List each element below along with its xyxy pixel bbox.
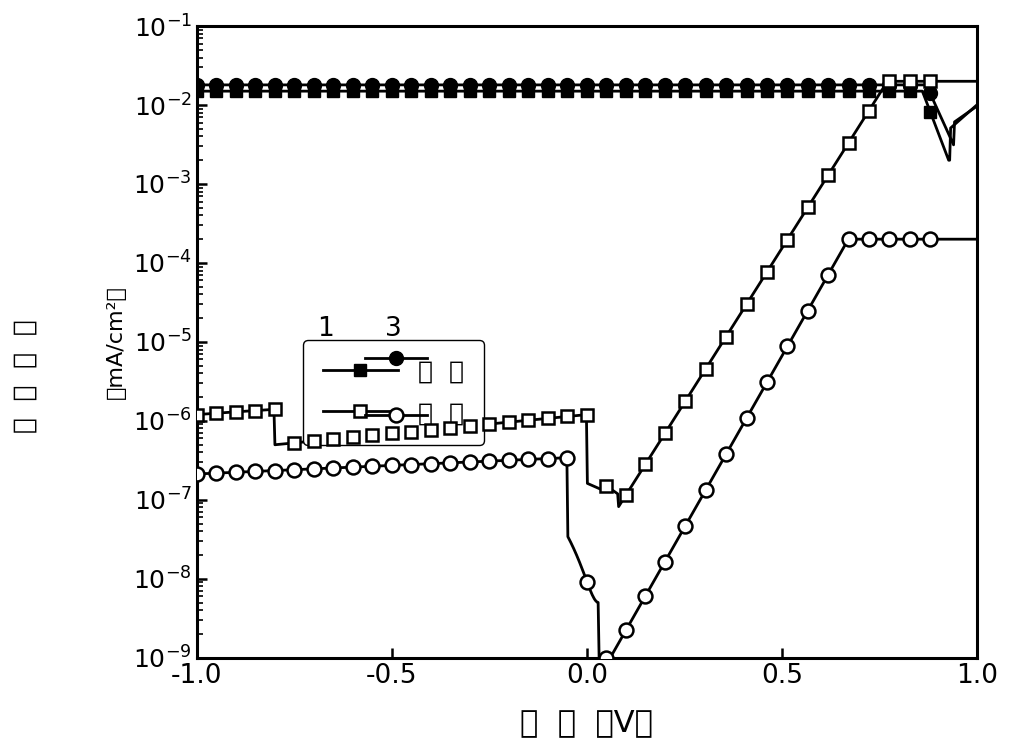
Y-axis label: （mA/cm²）: （mA/cm²）	[106, 285, 127, 399]
Text: 1      3: 1 3	[318, 317, 401, 342]
Text: 电  流  密  度: 电 流 密 度	[12, 319, 38, 433]
Legend: 光  照, 暗  态: 光 照, 暗 态	[303, 340, 484, 445]
X-axis label: 电  压  （V）: 电 压 （V）	[521, 708, 653, 737]
